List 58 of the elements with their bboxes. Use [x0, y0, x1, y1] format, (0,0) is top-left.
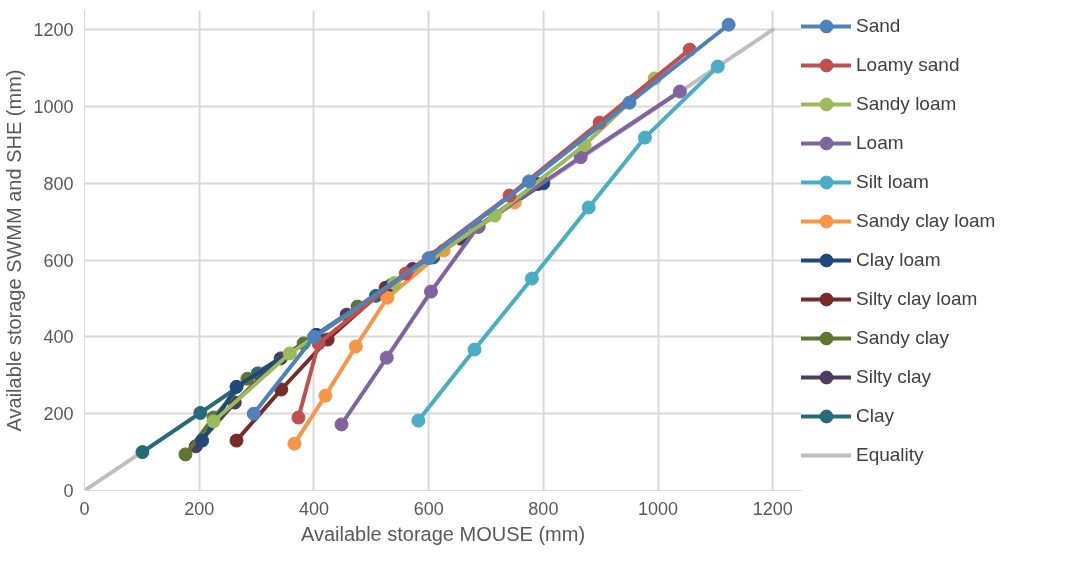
point [721, 17, 736, 32]
y-tick-label: 200 [43, 404, 74, 425]
legend-label: Sandy clay [856, 326, 949, 350]
point [229, 379, 244, 394]
point [348, 339, 363, 354]
point [423, 284, 438, 299]
point [274, 382, 289, 397]
point [193, 405, 208, 420]
x-tick-label: 800 [528, 498, 559, 519]
legend-label: Sandy clay loam [856, 209, 996, 233]
point [229, 433, 244, 448]
legend-label: Silty clay [856, 365, 931, 389]
legend-label: Sand [856, 14, 901, 38]
point [291, 410, 306, 425]
point [421, 251, 436, 266]
x-tick-label: 1000 [638, 498, 679, 519]
x-axis-title: Available storage MOUSE (mm) [300, 522, 586, 545]
legend-label: Loamy sand [856, 53, 960, 77]
legend-label: Equality [856, 443, 924, 467]
point [524, 271, 539, 286]
point [318, 388, 333, 403]
point [622, 95, 637, 110]
point [287, 436, 302, 451]
legend-label: Loam [856, 131, 904, 155]
y-tick-label: 600 [43, 250, 74, 271]
point [710, 59, 725, 74]
legend-label: Clay loam [856, 248, 941, 272]
point [573, 150, 588, 165]
x-tick-label: 600 [413, 498, 444, 519]
point [672, 84, 687, 99]
y-tick-label: 0 [63, 481, 74, 501]
point [379, 350, 394, 365]
point [135, 445, 150, 460]
x-tick-label: 1200 [752, 498, 793, 519]
point [581, 200, 596, 215]
legend-label: Silty clay loam [856, 287, 978, 311]
x-tick-label: 200 [184, 498, 215, 519]
point [467, 342, 482, 357]
x-tick-label: 0 [79, 498, 90, 519]
y-tick-label: 1200 [33, 20, 74, 41]
point [334, 417, 349, 432]
legend-label: Silt loam [856, 170, 929, 194]
y-tick-label: 800 [43, 173, 74, 194]
legend-label: Clay [856, 404, 895, 428]
point [380, 290, 395, 305]
point [637, 130, 652, 145]
y-axis-title: Available storage SWMM and SHE (mm) [3, 69, 26, 432]
x-tick-label: 400 [298, 498, 329, 519]
point [411, 413, 426, 428]
legend-label: Sandy loam [856, 92, 957, 116]
y-tick-label: 400 [43, 327, 74, 348]
point [282, 346, 297, 361]
point [206, 414, 221, 429]
point [246, 406, 261, 421]
point [178, 447, 193, 462]
y-tick-label: 1000 [33, 97, 74, 117]
point [522, 174, 537, 189]
point [195, 433, 210, 448]
